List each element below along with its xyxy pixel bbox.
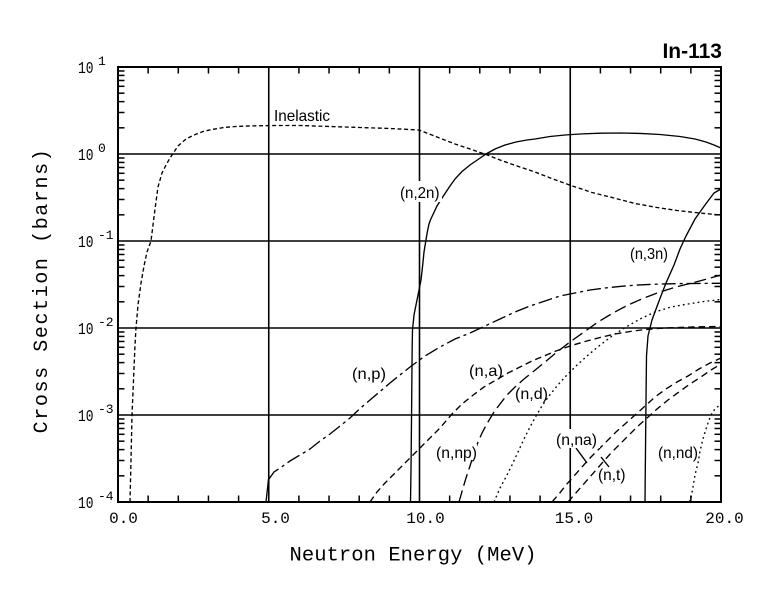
- svg-text:(n,a): (n,a): [469, 363, 503, 380]
- svg-text:0.0: 0.0: [109, 510, 138, 528]
- svg-text:10: 10: [78, 234, 94, 253]
- svg-text:15.0: 15.0: [555, 510, 593, 528]
- svg-text:(n,2n): (n,2n): [400, 185, 440, 202]
- svg-text:Inelastic: Inelastic: [274, 108, 330, 125]
- svg-text:-4: -4: [98, 489, 114, 504]
- svg-text:10: 10: [78, 321, 94, 340]
- svg-text:-3: -3: [98, 402, 114, 417]
- svg-text:5.0: 5.0: [261, 510, 290, 528]
- svg-text:10: 10: [78, 147, 94, 166]
- svg-text:(n,nd): (n,nd): [658, 445, 698, 462]
- svg-text:(n,np): (n,np): [436, 445, 477, 462]
- svg-text:(n,na): (n,na): [556, 432, 597, 449]
- svg-text:(n,t): (n,t): [598, 467, 626, 484]
- svg-text:10: 10: [78, 495, 94, 514]
- svg-text:20.0: 20.0: [705, 510, 743, 528]
- svg-text:Neutron Energy (MeV): Neutron Energy (MeV): [290, 545, 537, 568]
- svg-text:-2: -2: [98, 315, 114, 330]
- svg-text:10.0: 10.0: [406, 510, 444, 528]
- svg-text:10: 10: [78, 408, 94, 427]
- svg-text:(n,p): (n,p): [352, 366, 386, 383]
- svg-text:In-113: In-113: [662, 40, 722, 63]
- svg-text:1: 1: [98, 54, 106, 69]
- svg-text:10: 10: [78, 60, 94, 79]
- svg-text:0: 0: [98, 141, 106, 156]
- svg-text:-1: -1: [98, 228, 114, 243]
- svg-text:Cross Section (barns): Cross Section (barns): [31, 148, 54, 434]
- svg-text:(n,d): (n,d): [515, 386, 548, 403]
- svg-text:(n,3n): (n,3n): [630, 246, 668, 263]
